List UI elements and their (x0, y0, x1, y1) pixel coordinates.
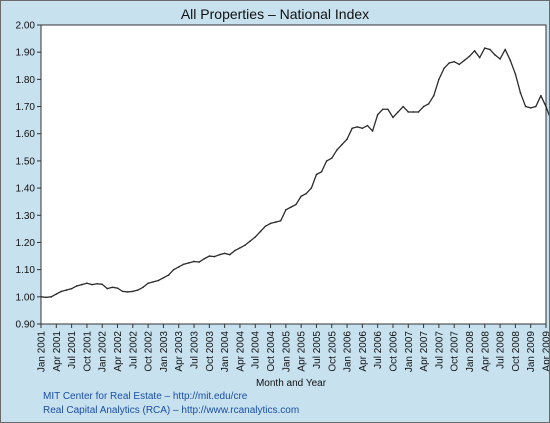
x-tick-label: Oct 2006 (388, 331, 399, 372)
y-tick-label: 1.70 (16, 102, 36, 113)
x-tick-label: Oct 2005 (327, 331, 338, 372)
x-tick-label: Apr 2006 (358, 331, 369, 372)
x-tick-label: Oct 2008 (511, 331, 522, 372)
x-axis-label: Month and Year (255, 378, 327, 389)
x-tick-label: Jan 2002 (98, 331, 109, 373)
x-tick-label: Oct 2003 (205, 331, 216, 372)
x-tick-label: Jan 2003 (159, 331, 170, 373)
y-tick-label: 1.10 (16, 265, 36, 276)
x-tick-label: Apr 2005 (297, 331, 308, 372)
y-tick-label: 1.40 (16, 184, 36, 195)
x-tick-label: Jan 2007 (404, 331, 415, 373)
credit-rca[interactable]: Real Capital Analytics (RCA) – http://ww… (43, 405, 300, 416)
x-tick-label: Jul 2005 (312, 331, 323, 369)
y-tick-label: 1.20 (16, 238, 36, 249)
x-tick-label: Apr 2002 (113, 331, 124, 372)
x-tick-label: Apr 2003 (174, 331, 185, 372)
chart-title: All Properties – National Index (180, 6, 370, 22)
y-tick-label: 2.00 (16, 21, 36, 32)
x-tick-label: Jul 2007 (434, 331, 445, 369)
y-tick-label: 1.00 (16, 292, 36, 303)
credit-mit[interactable]: MIT Center for Real Estate – http://mit.… (43, 391, 248, 402)
x-tick-label: Jul 2003 (190, 331, 201, 369)
plot-area (40, 24, 547, 325)
y-tick-label: 1.90 (16, 48, 36, 59)
y-tick-label: 1.50 (16, 156, 36, 167)
x-tick-label: Apr 2007 (419, 331, 430, 372)
y-tick-label: 1.30 (16, 211, 36, 222)
x-tick-label: Apr 2001 (52, 331, 63, 372)
y-tick-label: 0.90 (16, 320, 36, 331)
x-tick-label: Jan 2008 (465, 331, 476, 373)
x-tick-label: Jan 2001 (37, 331, 48, 373)
x-tick-label: Apr 2008 (480, 331, 491, 372)
x-tick-label: Jan 2009 (526, 331, 537, 373)
x-tick-label: Apr 2004 (235, 331, 246, 372)
x-tick-label: Jul 2006 (373, 331, 384, 369)
x-tick-label: Jul 2001 (67, 331, 78, 369)
y-tick-label: 1.80 (16, 75, 36, 86)
x-tick-label: Apr 2009 (542, 331, 550, 372)
x-tick-label: Jul 2004 (251, 331, 262, 369)
x-tick-label: Oct 2002 (144, 331, 155, 372)
x-tick-label: Jul 2008 (496, 331, 507, 369)
y-tick-label: 1.60 (16, 129, 36, 140)
x-tick-label: Jan 2004 (220, 331, 231, 373)
x-tick-label: Oct 2007 (450, 331, 461, 372)
x-tick-label: Oct 2001 (82, 331, 93, 372)
x-tick-label: Jan 2005 (281, 331, 292, 373)
x-tick-label: Oct 2004 (266, 331, 277, 372)
x-tick-label: Jan 2006 (343, 331, 354, 373)
x-tick-label: Jul 2002 (128, 331, 139, 369)
series-line (40, 47, 549, 299)
